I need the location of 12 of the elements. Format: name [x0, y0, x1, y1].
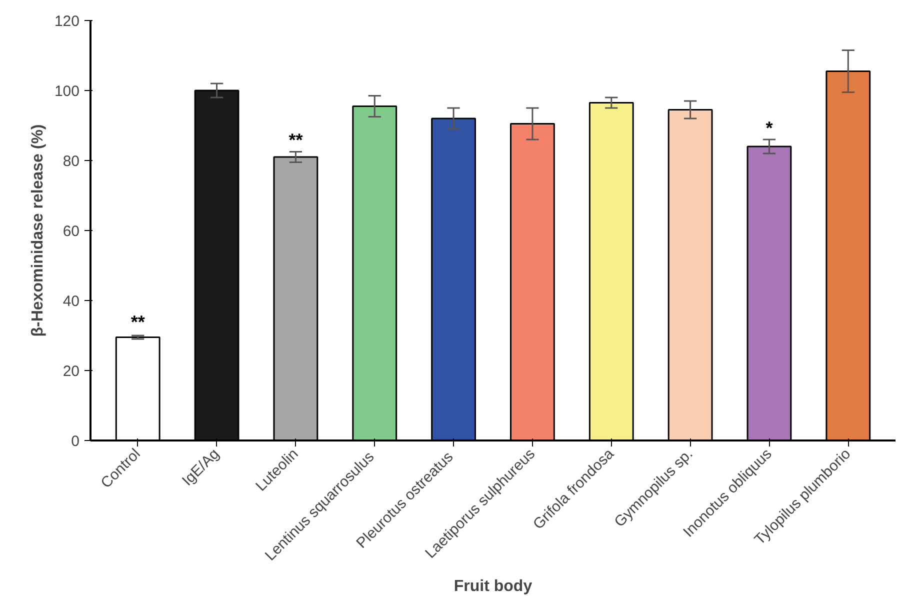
y-tick-label: 0	[71, 433, 80, 450]
y-tick-label: 120	[54, 13, 80, 30]
y-tick-label: 20	[62, 363, 80, 380]
y-tick-label: 60	[62, 223, 80, 240]
y-tick-label: 40	[62, 293, 80, 310]
annotation: **	[288, 130, 303, 150]
y-tick-label: 100	[54, 83, 80, 100]
x-axis-title: Fruit body	[454, 578, 532, 596]
y-tick-label: 80	[62, 153, 80, 170]
annotation: **	[130, 312, 145, 332]
y-axis-title: β-Hexominidase release (%)	[29, 124, 46, 337]
annotation: *	[766, 118, 773, 138]
